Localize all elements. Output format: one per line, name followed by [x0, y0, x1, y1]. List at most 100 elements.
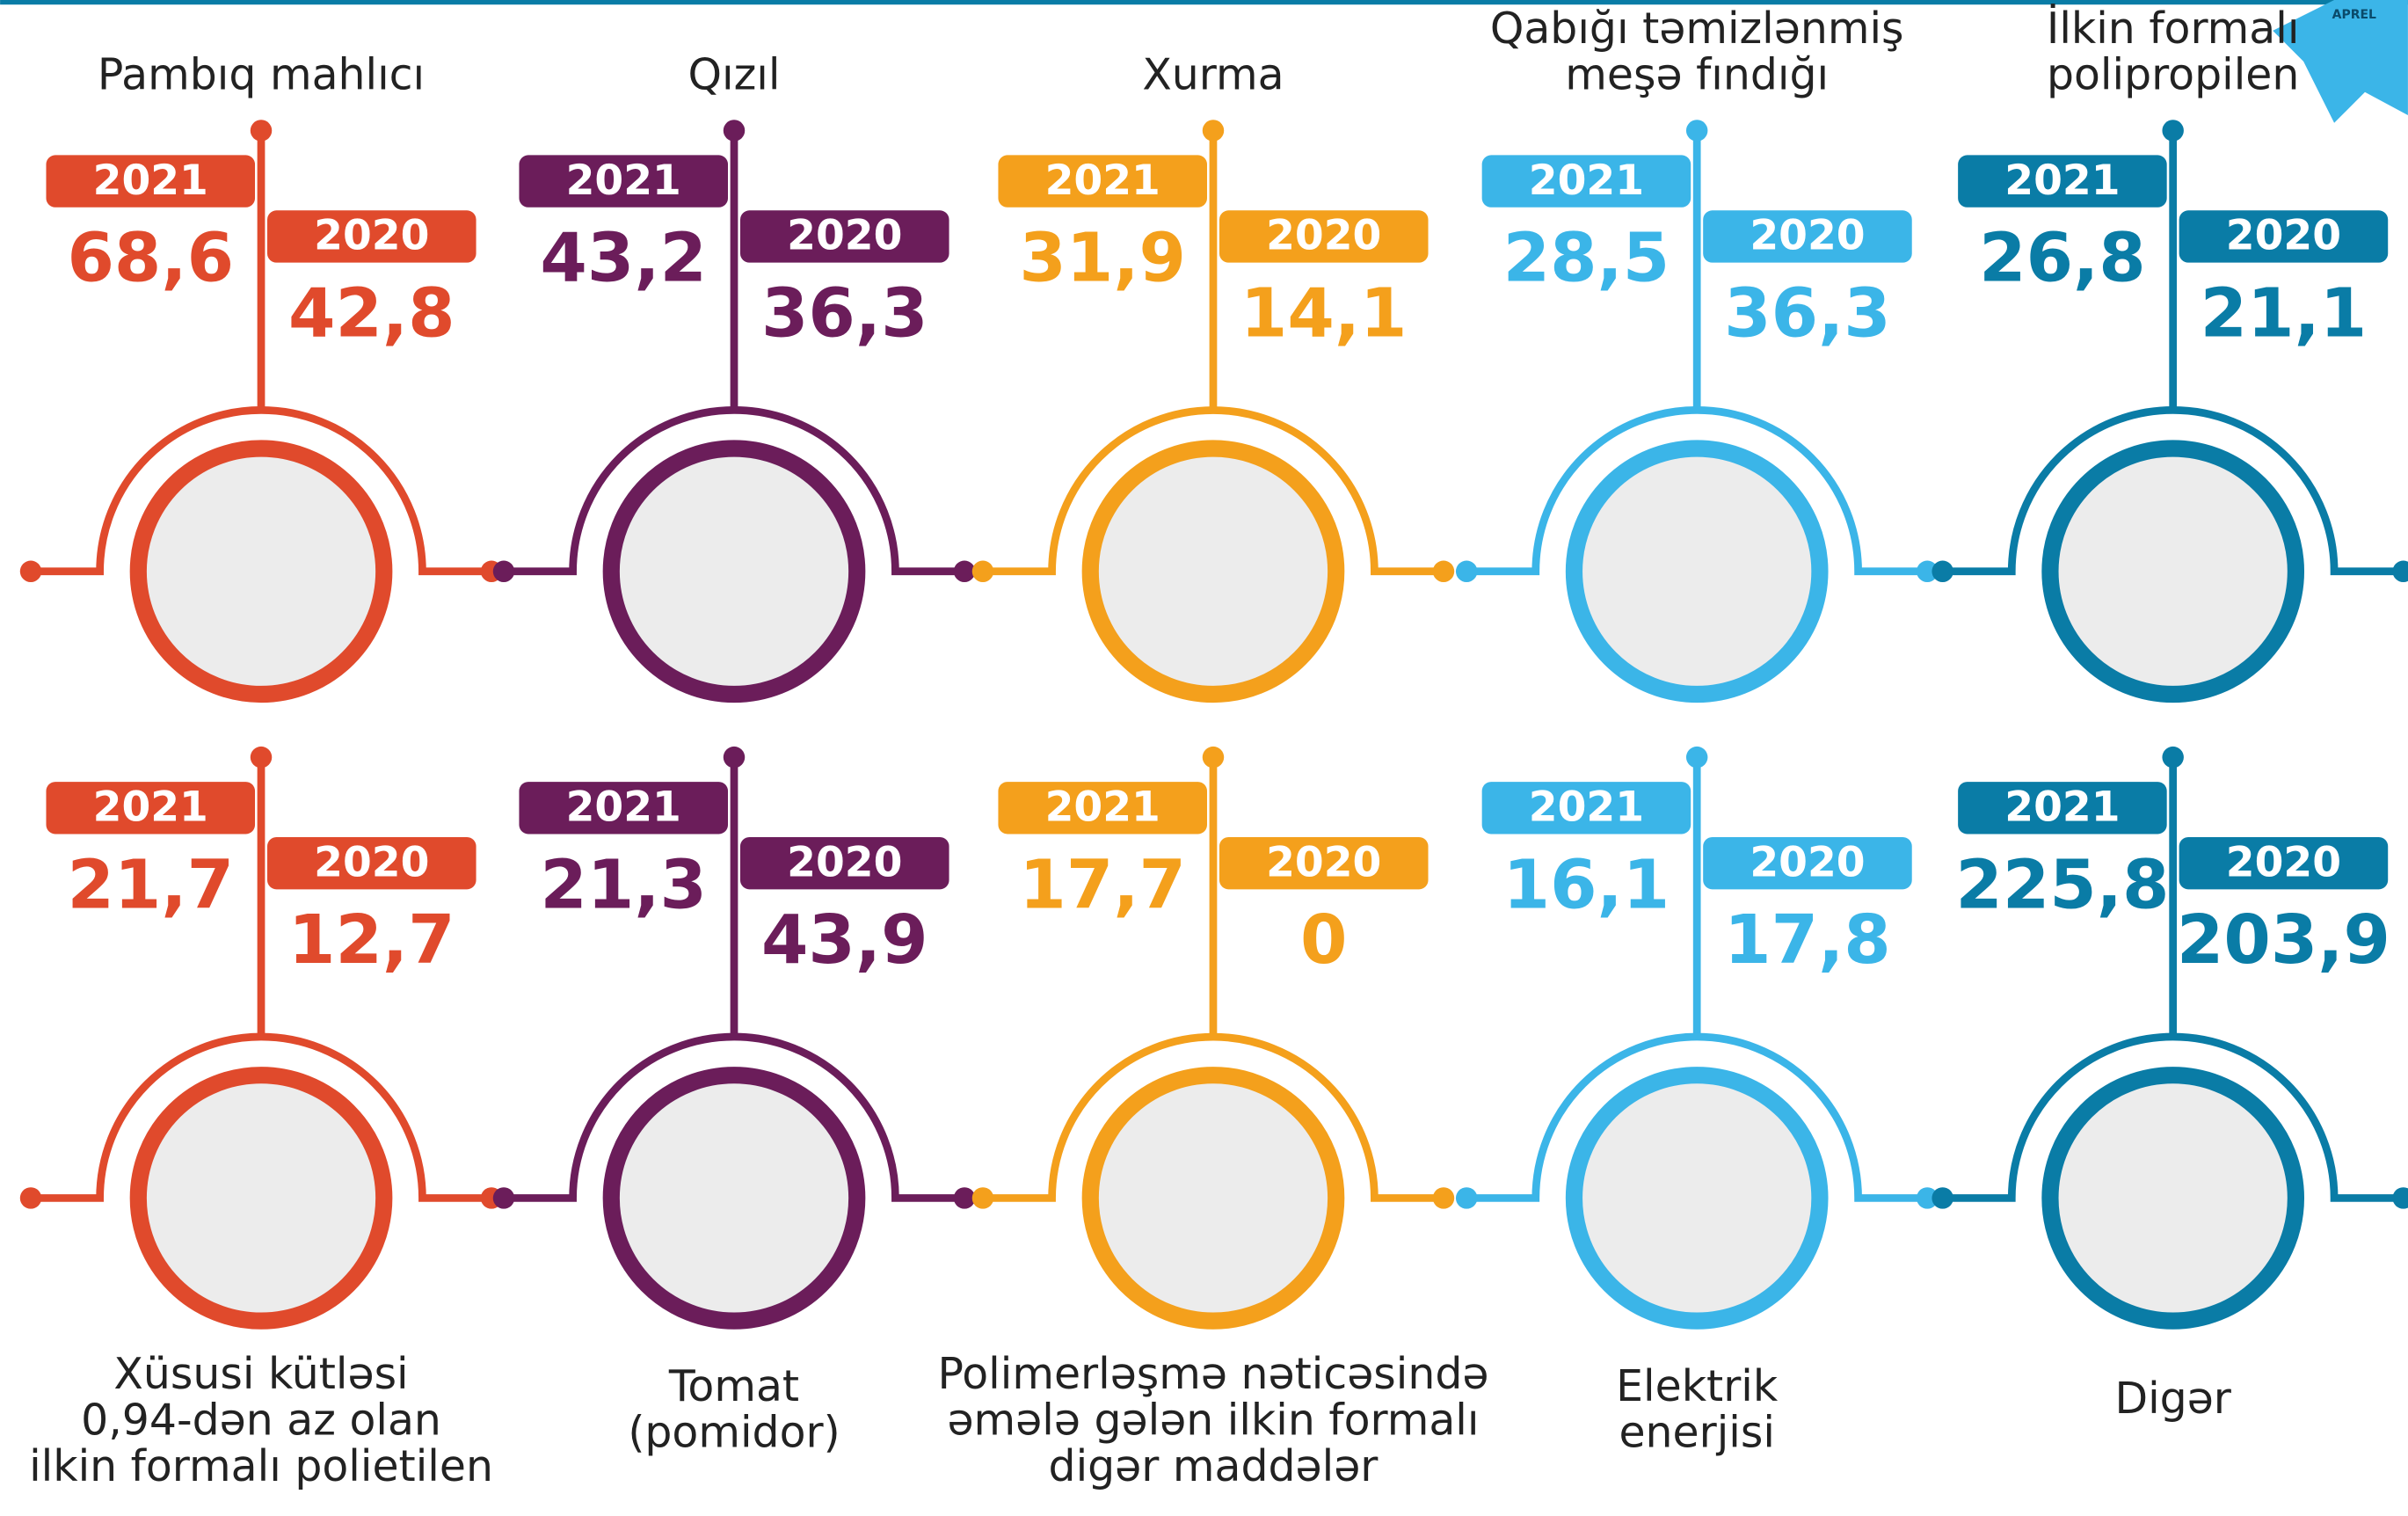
- value: 43,9: [761, 901, 928, 980]
- year-label: 2021: [1529, 157, 1644, 205]
- year-label: 2021: [93, 157, 208, 205]
- value: 225,8: [1955, 846, 2169, 924]
- year-box: [46, 782, 256, 835]
- item-title: İlkin formalı: [2047, 3, 2300, 54]
- year-box: [2179, 836, 2389, 890]
- arc-dot: [1432, 1187, 1455, 1209]
- stem-dot: [723, 120, 746, 142]
- arc-dot: [1916, 1187, 1939, 1209]
- photo-ring: [1081, 440, 1345, 703]
- year-box: [519, 782, 729, 835]
- value: 12,7: [288, 901, 455, 980]
- arc-dot: [19, 560, 42, 583]
- arc-dot: [1931, 1187, 1953, 1209]
- stem-dot: [1685, 120, 1708, 142]
- year-box: [267, 210, 477, 263]
- photo-ring: [129, 1067, 393, 1330]
- value: 68,6: [67, 220, 234, 298]
- arc: [31, 406, 492, 576]
- arc-dot: [19, 1187, 42, 1209]
- arc: [1942, 1032, 2404, 1202]
- year-label: 2020: [2226, 838, 2341, 886]
- stem-dot: [2162, 120, 2184, 142]
- year-box: [267, 836, 477, 890]
- item-title: digər maddələr: [1049, 1441, 1379, 1491]
- value: 21,1: [2201, 275, 2368, 353]
- stem-dot: [2162, 746, 2184, 769]
- item-title: (pomidor): [628, 1407, 840, 1457]
- value: 0: [1300, 901, 1347, 980]
- year-label: 2021: [2004, 784, 2120, 832]
- photo-ring: [1081, 1067, 1345, 1330]
- photo-ring: [1565, 1067, 1829, 1330]
- item-title: ilkin formalı polietilen: [29, 1441, 493, 1491]
- year-label: 2021: [566, 784, 681, 832]
- year-label: 2021: [1529, 784, 1644, 832]
- year-box: [1481, 155, 1691, 208]
- year-box: [1703, 210, 1912, 263]
- stem-dot: [250, 120, 273, 142]
- value: 17,7: [1019, 846, 1186, 924]
- year-box: [2179, 210, 2389, 263]
- top-rule: [0, 0, 2408, 5]
- year-label: 2020: [314, 212, 429, 260]
- arc-dot: [971, 1187, 994, 1209]
- arc-dot: [492, 1187, 515, 1209]
- item-title: Xurma: [1142, 49, 1284, 99]
- item-title: Pambıq mahlıcı: [98, 49, 425, 99]
- arc: [1466, 1032, 1928, 1202]
- value: 203,9: [2177, 901, 2390, 980]
- arc: [504, 1032, 965, 1202]
- year-box: [998, 155, 1207, 208]
- ribbon: [2273, 0, 2408, 123]
- arc: [982, 406, 1444, 576]
- item-title: enerjisi: [1619, 1407, 1774, 1457]
- year-box: [519, 155, 729, 208]
- arc-dot: [2392, 1187, 2408, 1209]
- value: 28,5: [1503, 220, 1670, 298]
- stem-dot: [1202, 120, 1225, 142]
- item-title: Qabığı təmizlənmiş: [1490, 4, 1904, 54]
- year-label: 2021: [1045, 784, 1160, 832]
- arc-dot: [492, 560, 515, 583]
- arc-dot: [2392, 560, 2408, 582]
- year-label: 2020: [1750, 212, 1865, 260]
- year-box: [1481, 782, 1691, 835]
- arc: [31, 1032, 492, 1202]
- badge: APREL: [2332, 8, 2376, 22]
- item-title: meşə fındığı: [1565, 49, 1829, 99]
- photo-ring: [2041, 440, 2305, 703]
- value: 16,1: [1503, 846, 1670, 924]
- year-box: [1703, 836, 1912, 890]
- arc: [982, 1032, 1444, 1202]
- year-label: 2020: [2226, 212, 2341, 260]
- value: 43,2: [540, 220, 707, 298]
- arc-dot: [1916, 560, 1939, 583]
- year-label: 2021: [93, 784, 208, 832]
- year-box: [1958, 155, 2167, 208]
- value: 21,3: [540, 846, 707, 924]
- year-box: [1219, 836, 1429, 890]
- value: 26,8: [1979, 220, 2146, 298]
- item-title: Polimerləşmə nəticəsində: [938, 1349, 1489, 1399]
- value: 36,3: [1724, 275, 1891, 353]
- year-label: 2020: [314, 838, 429, 886]
- year-label: 2021: [566, 157, 681, 205]
- photo-ring: [1565, 440, 1829, 703]
- year-box: [739, 210, 949, 263]
- year-box: [46, 155, 256, 208]
- year-label: 2020: [1750, 838, 1865, 886]
- arc-dot: [1931, 560, 1953, 583]
- arc: [1466, 406, 1928, 576]
- value: 31,9: [1019, 220, 1186, 298]
- year-box: [1958, 782, 2167, 835]
- item-title: Tomat: [668, 1361, 799, 1411]
- arc-dot: [971, 560, 994, 583]
- year-label: 2020: [787, 212, 902, 260]
- value: 21,7: [67, 846, 234, 924]
- year-label: 2020: [787, 838, 902, 886]
- value: 14,1: [1240, 275, 1408, 353]
- item-title: Xüsusi kütləsi: [113, 1349, 408, 1399]
- arc-dot: [1455, 560, 1478, 583]
